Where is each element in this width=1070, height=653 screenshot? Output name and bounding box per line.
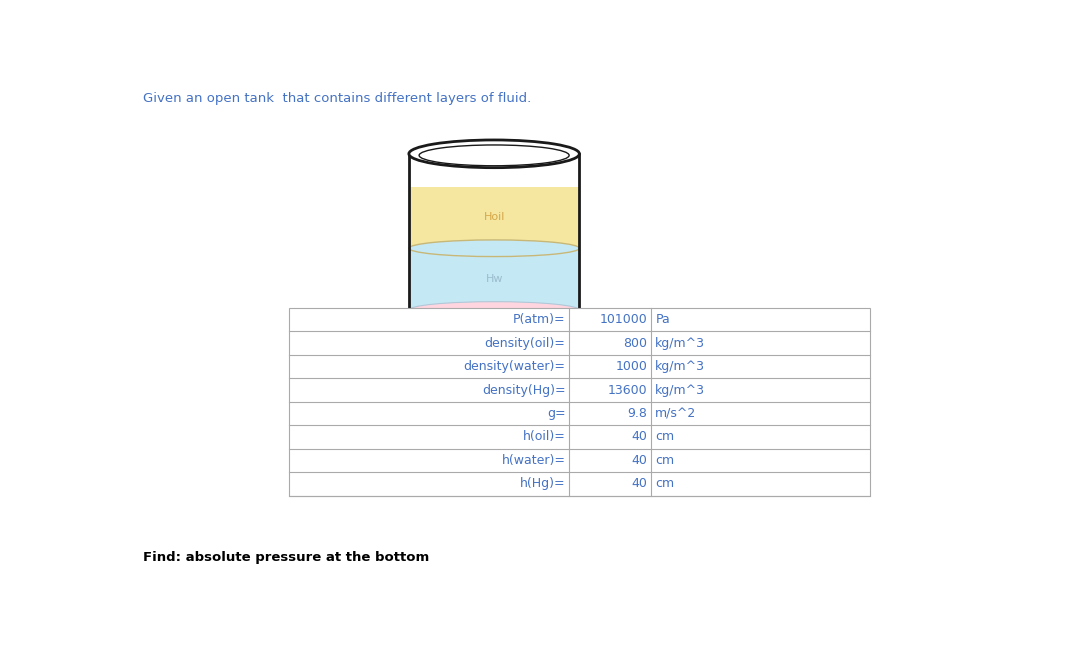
Bar	[409, 310, 579, 372]
Text: Hhg: Hhg	[483, 333, 505, 343]
Text: 101000: 101000	[600, 313, 647, 326]
Text: Hw: Hw	[486, 274, 503, 284]
Text: 40: 40	[631, 477, 647, 490]
Text: 40: 40	[631, 454, 647, 467]
Text: Given an open tank  that contains different layers of fluid.: Given an open tank that contains differe…	[143, 92, 532, 105]
Text: 40: 40	[631, 430, 647, 443]
Text: g=: g=	[547, 407, 565, 420]
Text: 800: 800	[624, 336, 647, 349]
Bar	[289, 308, 870, 496]
Text: cm: cm	[655, 430, 674, 443]
Text: 1000: 1000	[615, 360, 647, 373]
Ellipse shape	[409, 240, 579, 257]
Text: kg/m^3: kg/m^3	[655, 383, 705, 396]
Text: cm: cm	[655, 454, 674, 467]
Text: cm: cm	[655, 477, 674, 490]
Text: h(water)=: h(water)=	[502, 454, 565, 467]
Text: h(oil)=: h(oil)=	[522, 430, 565, 443]
Text: 13600: 13600	[608, 383, 647, 396]
Bar	[409, 187, 579, 248]
Text: density(oil)=: density(oil)=	[485, 336, 565, 349]
Text: Hoil: Hoil	[484, 212, 505, 223]
Text: m/s^2: m/s^2	[655, 407, 697, 420]
Text: density(water)=: density(water)=	[463, 360, 565, 373]
Text: kg/m^3: kg/m^3	[655, 336, 705, 349]
Ellipse shape	[409, 358, 579, 385]
Text: density(Hg)=: density(Hg)=	[482, 383, 565, 396]
Text: Find: absolute pressure at the bottom: Find: absolute pressure at the bottom	[143, 551, 429, 564]
Text: 9.8: 9.8	[628, 407, 647, 420]
Ellipse shape	[409, 302, 579, 318]
Ellipse shape	[409, 140, 579, 168]
Text: Pa: Pa	[655, 313, 670, 326]
Bar	[409, 248, 579, 310]
Text: h(Hg)=: h(Hg)=	[520, 477, 565, 490]
Text: kg/m^3: kg/m^3	[655, 360, 705, 373]
Ellipse shape	[419, 145, 569, 166]
Text: P(atm)=: P(atm)=	[513, 313, 565, 326]
